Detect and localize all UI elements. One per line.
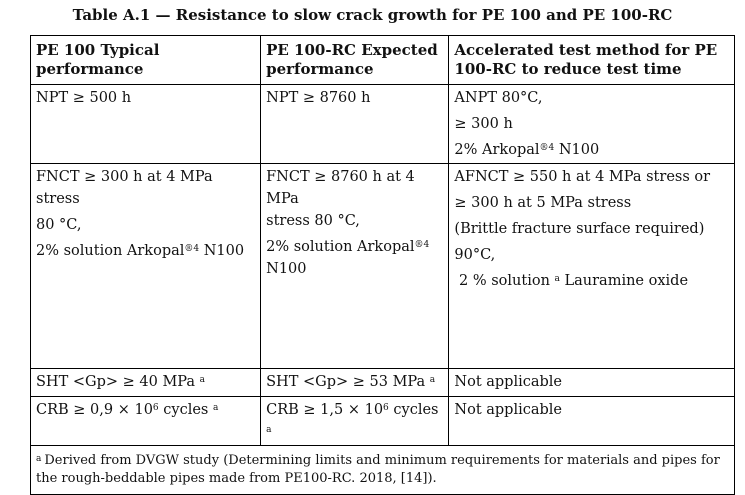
header-pe100: PE 100 Typical performance	[29, 35, 262, 85]
cell-npt-pe100rc: NPT ≥ 8760 h	[260, 84, 450, 164]
footnote-ref: a	[199, 375, 206, 385]
table-row-fnct: FNCT ≥ 300 h at 4 MPa stress 80 °C, 2% s…	[29, 163, 735, 369]
footnote-mark: a	[36, 454, 42, 464]
cell-fnct-pe100rc: FNCT ≥ 8760 h at 4 MPa stress 80 °C, 2% …	[260, 163, 450, 369]
table-row-crb: CRB ≥ 0,9 × 106 cycles a CRB ≥ 1,5 × 106…	[29, 396, 735, 446]
table-caption: Table A.1 — Resistance to slow crack gro…	[72, 6, 673, 24]
header-pe100rc: PE 100-RC Expected performance	[260, 35, 450, 85]
table-footnote-row: a Derived from DVGW study (Determining li…	[30, 445, 735, 495]
exponent: 6	[383, 403, 389, 413]
header-accelerated-method: Accelerated test method for PE 100-RC to…	[448, 35, 735, 85]
cell-sht-pe100rc: SHT <Gp> ≥ 53 MPa a	[260, 368, 450, 397]
cell-fnct-pe100: FNCT ≥ 300 h at 4 MPa stress 80 °C, 2% s…	[29, 163, 262, 369]
trademark-mark: ®4	[414, 240, 430, 250]
table-footnote: a Derived from DVGW study (Determining li…	[30, 445, 735, 495]
footnote-ref: a	[212, 403, 219, 413]
table-row-npt: NPT ≥ 500 h NPT ≥ 8760 h ANPT 80°C, ≥ 30…	[29, 84, 735, 164]
cell-npt-pe100: NPT ≥ 500 h	[29, 84, 262, 164]
exponent: 6	[152, 403, 159, 413]
cell-sht-accelerated: Not applicable	[448, 368, 735, 397]
trademark-mark: ®4	[184, 244, 200, 254]
cell-crb-accelerated: Not applicable	[448, 396, 735, 446]
cell-sht-pe100: SHT <Gp> ≥ 40 MPa a	[29, 368, 262, 397]
cell-fnct-accelerated: AFNCT ≥ 550 h at 4 MPa stress or ≥ 300 h…	[448, 163, 735, 369]
cell-npt-accelerated: ANPT 80°C, ≥ 300 h 2% Arkopal®4 N100	[448, 84, 735, 164]
cell-crb-pe100rc: CRB ≥ 1,5 × 106 cycles a	[260, 396, 450, 446]
table-row-sht: SHT <Gp> ≥ 40 MPa a SHT <Gp> ≥ 53 MPa a …	[29, 368, 735, 397]
trademark-mark: ®4	[539, 143, 555, 153]
footnote-ref: a	[266, 425, 272, 435]
table-header-row: PE 100 Typical performance PE 100-RC Exp…	[29, 35, 735, 85]
cell-crb-pe100: CRB ≥ 0,9 × 106 cycles a	[29, 396, 262, 446]
footnote-ref: a	[554, 274, 560, 284]
resistance-table: PE 100 Typical performance PE 100-RC Exp…	[29, 35, 735, 495]
footnote-ref: a	[429, 375, 436, 385]
